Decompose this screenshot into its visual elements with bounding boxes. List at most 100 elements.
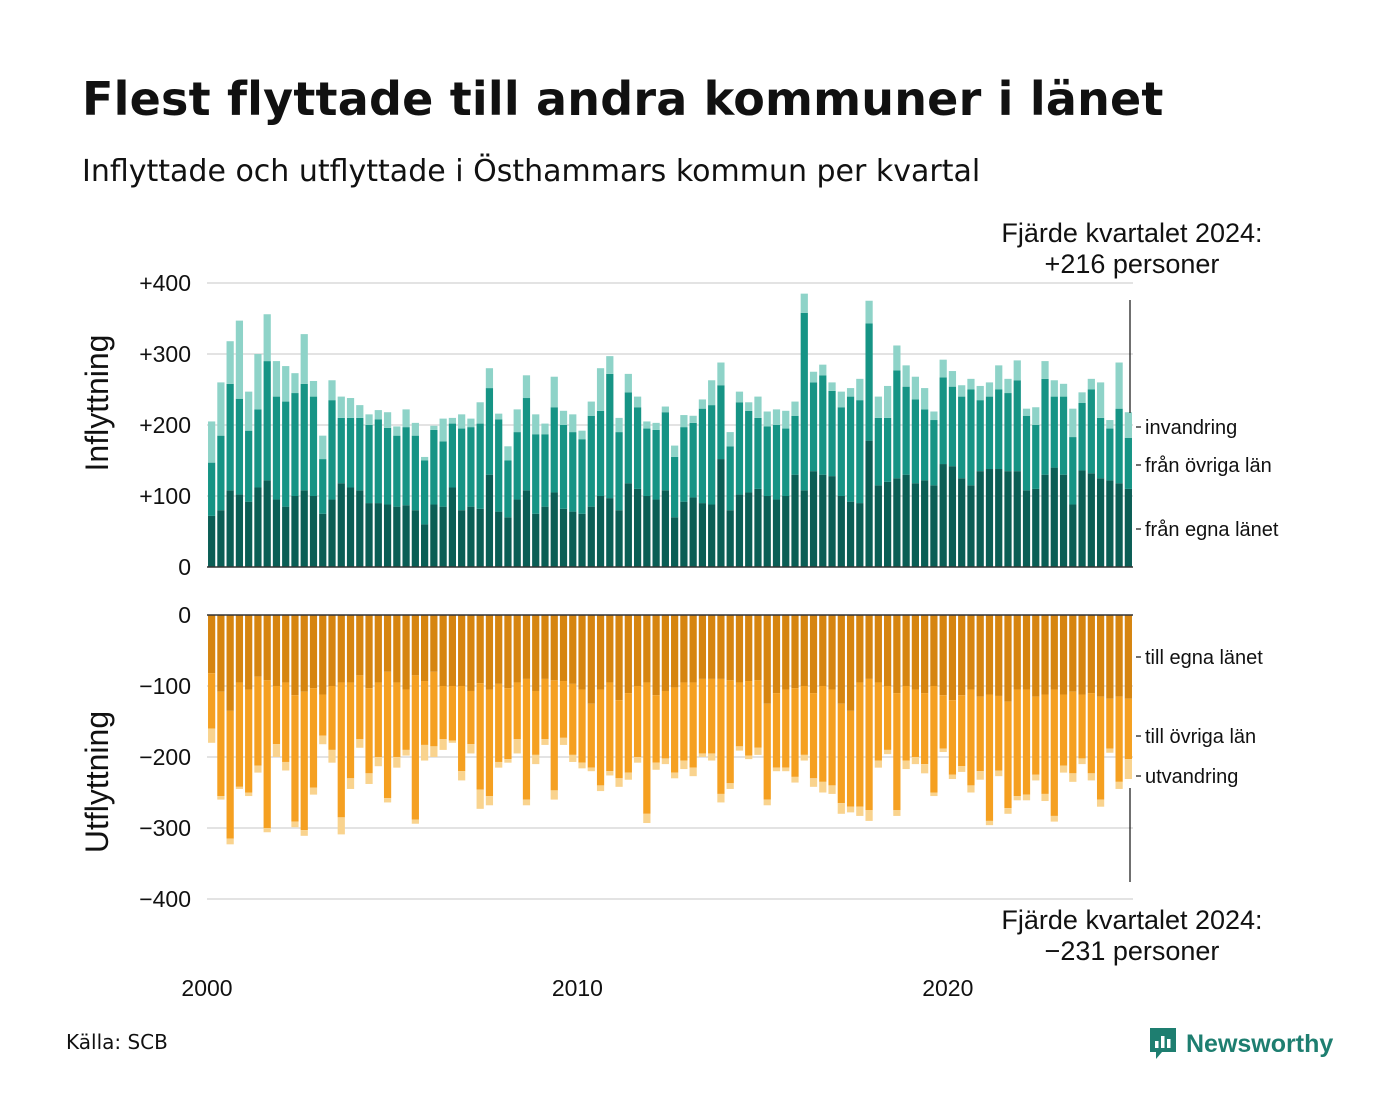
- inflow-bar-segment: [504, 446, 512, 461]
- outflow-bar-segment: [671, 615, 679, 688]
- outflow-bar-segment: [1106, 698, 1114, 749]
- inflow-bar-segment: [430, 429, 438, 505]
- inflow-bar-segment: [522, 375, 531, 399]
- inflow-bar-segment: [263, 361, 271, 481]
- outflow-bar-segment: [1087, 615, 1095, 694]
- inflow-bar-segment: [911, 399, 919, 484]
- brand-logo: Newsworthy: [1148, 1024, 1333, 1064]
- inflow-bar-segment: [346, 487, 355, 567]
- outflow-bar-segment: [828, 689, 836, 786]
- outflow-bar-segment: [735, 746, 744, 751]
- inflow-bar-segment: [800, 312, 808, 491]
- outflow-bar-segment: [967, 785, 975, 793]
- inflow-bar-segment: [985, 396, 994, 470]
- inflow-bar-segment: [1004, 471, 1012, 567]
- outflow-bar-segment: [485, 615, 494, 690]
- outflow-bar-segment: [902, 615, 910, 686]
- outflow-bar-segment: [495, 683, 503, 762]
- outflow-bar-segment: [263, 828, 271, 833]
- inflow-bar-segment: [1032, 425, 1040, 489]
- outflow-bar-segment: [217, 615, 225, 692]
- inflow-bar-segment: [800, 293, 808, 313]
- outflow-bar-segment: [633, 757, 642, 763]
- outflow-bar-segment: [328, 615, 336, 686]
- inflow-bar-segment: [930, 420, 938, 486]
- outflow-bar-segment: [1106, 615, 1114, 699]
- inflow-bar-segment: [1106, 480, 1114, 567]
- inflow-bar-segment: [772, 499, 781, 567]
- inflow-bar-segment: [865, 300, 873, 324]
- outflow-bar-segment: [921, 615, 929, 694]
- inflow-bar-segment: [643, 421, 651, 429]
- inflow-bar-segment: [819, 375, 827, 475]
- outflow-bar-segment: [226, 710, 234, 839]
- outflow-bar-segment: [522, 615, 531, 679]
- outflow-bar-segment: [809, 693, 818, 779]
- lower-y-tick-label: −200: [139, 744, 191, 770]
- inflow-bar-segment: [337, 417, 345, 484]
- inflow-bar-segment: [624, 373, 632, 393]
- outflow-bar-segment: [1032, 696, 1040, 775]
- outflow-bar-segment: [1106, 748, 1114, 753]
- outflow-bar-segment: [328, 686, 336, 750]
- inflow-bar-segment: [374, 410, 382, 420]
- outflow-bar-segment: [1096, 615, 1105, 697]
- outflow-bar-segment: [1069, 615, 1077, 692]
- outflow-bar-segment: [346, 682, 355, 779]
- outflow-bar-segment: [1115, 781, 1123, 789]
- inflow-bar-segment: [698, 503, 707, 567]
- outflow-bar-segment: [309, 787, 318, 795]
- inflow-bar-segment: [735, 402, 744, 495]
- outflow-bar-segment: [309, 615, 318, 689]
- inflow-bar-segment: [291, 373, 299, 394]
- outflow-bar-segment: [689, 767, 697, 777]
- outflow-bar-segment: [661, 758, 669, 765]
- inflow-bar-segment: [791, 415, 799, 475]
- inflow-bar-segment: [726, 510, 734, 567]
- outflow-bar-segment: [421, 681, 429, 745]
- outflow-bar-segment: [356, 615, 364, 676]
- inflow-bar-segment: [208, 515, 216, 567]
- outflow-bar-segment: [846, 710, 855, 807]
- outflow-bar-segment: [282, 761, 290, 771]
- inflow-bar-segment: [1032, 488, 1040, 567]
- inflow-bar-segment: [245, 501, 253, 567]
- outflow-bar-segment: [837, 703, 845, 804]
- inflow-bar-segment: [698, 399, 707, 409]
- newsworthy-logo-icon: [1150, 1028, 1176, 1059]
- inflow-bar-segment: [1087, 389, 1095, 474]
- x-tick-label: 2010: [552, 975, 603, 1001]
- outflow-bar-segment: [782, 615, 790, 690]
- inflow-bar-segment: [235, 494, 244, 567]
- inflow-bar-segment: [809, 471, 818, 567]
- outflow-bar-segment: [1004, 615, 1012, 702]
- inflow-bar-segment: [235, 398, 244, 495]
- outflow-bar-segment: [217, 796, 225, 800]
- inflow-bar-segment: [430, 425, 438, 430]
- outflow-bar-segment: [782, 767, 790, 772]
- upper-y-tick-label: +300: [139, 341, 191, 367]
- outflow-bar-segment: [300, 615, 308, 692]
- upper-y-tick-label: +100: [139, 483, 191, 509]
- outflow-bar-segment: [615, 615, 623, 701]
- inflow-bar-segment: [967, 389, 975, 486]
- inflow-bar-segment: [763, 496, 771, 567]
- outflow-bar-segment: [559, 737, 568, 745]
- inflow-bar-segment: [282, 401, 290, 507]
- outflow-bar-segment: [615, 700, 623, 779]
- outflow-bar-segment: [578, 689, 586, 763]
- outflow-bar-segment: [532, 754, 540, 765]
- inflow-bar-segment: [578, 439, 586, 514]
- outflow-bar-segment: [958, 615, 966, 696]
- outflow-bar-segment: [1032, 615, 1040, 697]
- inflow-bar-segment: [1041, 361, 1049, 379]
- inflow-bar-segment: [856, 400, 864, 504]
- inflow-bar-segment: [1069, 408, 1077, 438]
- outflow-bar-segment: [254, 676, 262, 766]
- outflow-bar-segment: [458, 686, 466, 772]
- outflow-bar-segment: [865, 615, 873, 679]
- inflow-bar-segment: [874, 485, 882, 567]
- inflow-bar-segment: [1124, 412, 1132, 438]
- inflow-bar-segment: [208, 462, 216, 516]
- outflow-bar-segment: [374, 615, 382, 683]
